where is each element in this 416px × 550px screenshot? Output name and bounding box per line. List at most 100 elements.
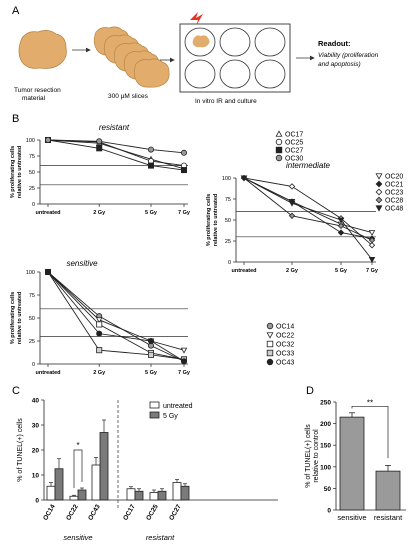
legend-label-oc43: OC43 (276, 360, 294, 367)
x-tick-label: 2 Gy (93, 210, 106, 216)
x-tick-label: 2 Gy (93, 370, 106, 376)
legend-label-oc30: OC30 (285, 156, 303, 163)
legend-swatch-untreated (149, 401, 160, 409)
panel-d-letter: D (306, 385, 314, 397)
data-point-oc28 (337, 222, 345, 230)
y-tick-label: 25 (29, 186, 35, 192)
legend-label-oc22: OC22 (276, 333, 294, 340)
legend-label-oc21: OC21 (385, 182, 403, 189)
y-tick-label: 100 (26, 270, 35, 276)
chart-title: sensitive (66, 259, 98, 268)
data-point-oc43 (96, 330, 103, 337)
x-category-label: resistant (374, 513, 403, 522)
x-tick-label: 5 Gy (145, 210, 158, 216)
x-tick-label: 2 Gy (286, 268, 299, 274)
y-axis-label: relative to untreated (17, 146, 23, 199)
chart-resistant: 0 25 50 75 100 untreated 2 Gy 5 Gy 7 Gy % prolife… (10, 123, 303, 216)
panel-a: A Tumor resection material 300 µM slices… (12, 5, 379, 105)
series-line-oc21 (243, 177, 373, 239)
legend-marker-oc21 (375, 180, 383, 188)
series-line-oc33 (47, 271, 185, 360)
y-tick-label: 0 (32, 202, 35, 208)
legend-label-oc17: OC17 (285, 132, 303, 139)
legend-label-5gy: 5 Gy (163, 413, 178, 420)
y-axis-label: % proliferating cells (206, 194, 212, 246)
legend-label-oc23: OC23 (385, 190, 403, 197)
legend-label-oc33: OC33 (276, 351, 294, 358)
data-point-oc48 (240, 175, 248, 182)
y-tick-label: 100 (320, 464, 331, 471)
legend-marker-oc43 (266, 358, 274, 366)
chart-title: resistant (99, 123, 130, 132)
data-point-oc30 (180, 149, 187, 156)
series-line-oc43 (47, 271, 185, 362)
x-category-label: sensitive (337, 513, 366, 522)
data-point-oc33 (96, 347, 103, 354)
panel-c-letter: C (12, 385, 20, 397)
series-line-oc22 (47, 271, 185, 351)
x-tick-label: untreated (35, 210, 60, 216)
slices-label: 300 µM slices (108, 93, 149, 100)
x-tick-label: 5 Gy (335, 268, 348, 274)
x-tick-label: 7 Gy (178, 370, 191, 376)
legend-marker-oc30 (275, 154, 283, 162)
y-axis-label: relative to untreated (17, 292, 23, 345)
legend-marker-oc25 (275, 138, 283, 146)
bar-oc25-untreated (149, 492, 159, 501)
chart-tunel-relative: 0 50 100 150 200 250 % of TUNEL(+) cells relati… (305, 398, 406, 522)
y-tick-label: 50 (324, 486, 332, 493)
y-tick-label: 40 (32, 398, 40, 405)
significance-marker: * (76, 441, 79, 450)
y-axis-label: % of TUNEL(+) cells (17, 418, 24, 482)
x-category-label: OC43 (87, 503, 102, 522)
legend-marker-oc20 (375, 173, 383, 180)
legend-marker-oc22 (266, 332, 274, 339)
panel-a-letter: A (12, 5, 20, 17)
series-line-oc23 (243, 177, 373, 246)
y-tick-label: 100 (26, 138, 35, 144)
bar-oc14-untreated (46, 485, 56, 501)
data-point-oc28 (288, 212, 296, 219)
x-tick-label: 5 Gy (145, 370, 158, 376)
series-line-oc32 (47, 271, 185, 360)
tumor-label-1: Tumor resection (14, 87, 61, 94)
bar-oc22-5gy (77, 489, 87, 501)
bar-oc17-untreated (126, 488, 136, 501)
data-point-oc27 (180, 167, 187, 174)
data-point-oc30 (45, 136, 52, 143)
y-tick-label: 150 (320, 443, 331, 450)
y-tick-label: 10 (32, 473, 40, 480)
data-point-oc30 (96, 138, 103, 145)
y-axis-label: % proliferating cells (10, 292, 16, 344)
series-line-oc20 (243, 177, 373, 234)
bar-oc43-5gy (99, 432, 109, 501)
bar-oc43-untreated (91, 464, 101, 501)
y-tick-label: 50 (29, 316, 35, 322)
significance-bracket (351, 405, 389, 459)
data-point-oc27 (147, 162, 154, 169)
legend-marker-oc48 (375, 205, 383, 212)
legend-label-oc14: OC14 (276, 324, 294, 331)
legend-label-oc32: OC32 (276, 342, 294, 349)
bar-oc17-5gy (134, 490, 144, 501)
panel-b-letter: B (12, 113, 19, 125)
y-axis-label: relative to control (313, 429, 320, 483)
chart-tunel-per-sample: 0 10 20 30 40 % of TUNEL(+) cells OC14 OC22 OC43… (17, 398, 278, 542)
y-tick-label: 30 (32, 423, 40, 430)
y-tick-label: 25 (29, 339, 35, 345)
series-line-oc48 (243, 177, 373, 260)
legend-label-oc27: OC27 (285, 148, 303, 155)
x-tick-label: untreated (231, 268, 256, 274)
legend-label-oc20: OC20 (385, 174, 403, 181)
data-point-oc21 (337, 229, 345, 236)
significance-bracket (73, 449, 83, 488)
bar-oc25-5gy (157, 490, 167, 501)
x-tick-label: 7 Gy (178, 210, 191, 216)
y-axis-label: relative to untreated (213, 194, 219, 247)
y-tick-label: 0 (228, 260, 231, 266)
data-point-oc32 (96, 321, 103, 328)
readout-line-1: Viability (proliferation (318, 52, 379, 59)
data-point-oc30 (147, 146, 154, 153)
legend-marker-oc23 (375, 188, 383, 196)
